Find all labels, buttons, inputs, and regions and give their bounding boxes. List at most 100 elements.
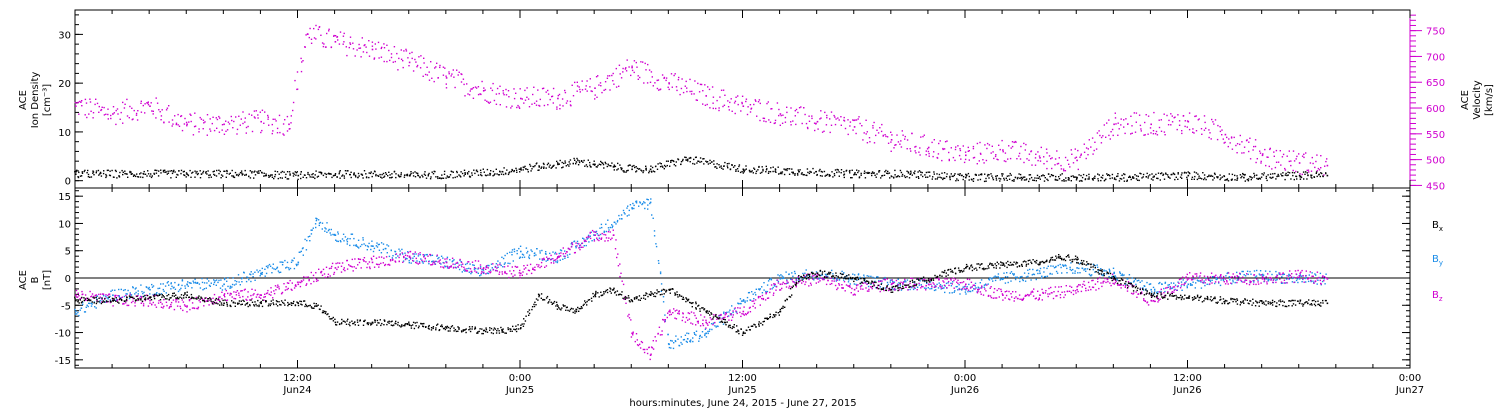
density-series-point bbox=[519, 171, 521, 173]
velocity-series-point bbox=[276, 132, 279, 134]
density-series-point bbox=[475, 169, 478, 171]
velocity-series-point bbox=[528, 106, 531, 108]
by-series-point bbox=[962, 286, 964, 288]
bz-series-point bbox=[682, 313, 684, 315]
by-series-point bbox=[1254, 276, 1257, 278]
density-series-point bbox=[1138, 179, 1140, 182]
velocity-series-point bbox=[180, 115, 183, 117]
by-series-point bbox=[1200, 287, 1203, 289]
by-series-point bbox=[440, 255, 443, 257]
density-series-point bbox=[169, 170, 171, 172]
velocity-series-point bbox=[1087, 154, 1089, 156]
by-series-point bbox=[813, 279, 815, 281]
by-series-point bbox=[1317, 279, 1319, 281]
density-series-point bbox=[607, 163, 609, 165]
density-series-point bbox=[185, 172, 188, 174]
by-series-point bbox=[631, 208, 633, 210]
density-series-point bbox=[471, 172, 473, 174]
density-series-point bbox=[762, 170, 764, 172]
velocity-series-point bbox=[993, 157, 995, 160]
density-series-point bbox=[995, 177, 997, 179]
by-series-point bbox=[1177, 285, 1179, 287]
velocity-series-point bbox=[140, 100, 142, 102]
by-series-point bbox=[292, 260, 294, 262]
by-series-point bbox=[1149, 283, 1152, 285]
by-series-point bbox=[891, 287, 893, 289]
density-series-point bbox=[645, 167, 647, 169]
velocity-series-point bbox=[885, 135, 887, 138]
density-series-point bbox=[883, 174, 886, 176]
density-series-point bbox=[765, 171, 767, 173]
velocity-series-point bbox=[415, 61, 417, 63]
by-series-point bbox=[934, 285, 936, 287]
by-series-point bbox=[991, 278, 993, 280]
density-series-point bbox=[602, 163, 605, 166]
by-series-point bbox=[289, 267, 292, 270]
velocity-series-point bbox=[986, 147, 988, 150]
density-series-point bbox=[332, 175, 335, 177]
density-series-point bbox=[254, 170, 256, 172]
velocity-series-point bbox=[833, 114, 835, 117]
by-series-point bbox=[135, 287, 137, 289]
by-series-point bbox=[473, 268, 476, 270]
velocity-series-point bbox=[183, 123, 186, 125]
density-series-point bbox=[626, 170, 628, 172]
by-series-point bbox=[1130, 282, 1132, 284]
density-series-point bbox=[1145, 176, 1148, 178]
density-series-point bbox=[635, 170, 638, 172]
by-series-point bbox=[889, 279, 892, 281]
density-series-point bbox=[1191, 178, 1193, 180]
density-series-point bbox=[665, 160, 668, 162]
by-series-point bbox=[376, 246, 379, 248]
by-series-point bbox=[740, 300, 743, 302]
by-series-point bbox=[227, 277, 229, 279]
velocity-series-point bbox=[89, 101, 92, 103]
density-series-point bbox=[1321, 172, 1323, 175]
bz-series-point bbox=[819, 280, 821, 282]
bz-series-point bbox=[193, 307, 195, 309]
density-series-point bbox=[706, 161, 709, 163]
density-series-point bbox=[1226, 179, 1228, 181]
density-series-point bbox=[295, 172, 298, 174]
density-series-point bbox=[1269, 176, 1271, 179]
velocity-series-point bbox=[326, 32, 328, 35]
density-series-point bbox=[454, 176, 456, 179]
by-series-point bbox=[912, 288, 915, 291]
velocity-series-point bbox=[112, 113, 114, 115]
velocity-series-point bbox=[479, 93, 481, 95]
density-series-point bbox=[1082, 173, 1085, 176]
velocity-series-point bbox=[1145, 114, 1147, 116]
bottom-tick-label: -5 bbox=[61, 301, 71, 312]
velocity-series-point bbox=[1221, 134, 1223, 136]
velocity-series-point bbox=[320, 34, 322, 36]
density-series-point bbox=[656, 168, 659, 170]
velocity-series-point bbox=[1170, 124, 1172, 126]
bz-series-point bbox=[307, 276, 309, 278]
bz-series-point bbox=[75, 289, 78, 292]
density-series-point bbox=[400, 172, 402, 174]
velocity-series-point bbox=[1016, 158, 1018, 160]
density-series-point bbox=[774, 168, 777, 170]
velocity-series-point bbox=[618, 64, 621, 66]
by-series-point bbox=[1319, 276, 1321, 279]
density-series-point bbox=[1120, 178, 1123, 180]
velocity-series-point bbox=[163, 121, 165, 123]
bz-series-point bbox=[834, 284, 837, 287]
bz-series-point bbox=[376, 263, 379, 266]
density-series-point bbox=[1003, 179, 1006, 181]
velocity-series-point bbox=[954, 159, 956, 162]
velocity-series-point bbox=[1150, 132, 1152, 134]
bz-series-point bbox=[552, 258, 554, 260]
top-right-tick-label: 650 bbox=[1426, 78, 1445, 89]
bz-series-point bbox=[827, 279, 829, 282]
by-series-point bbox=[748, 291, 751, 294]
velocity-series-point bbox=[915, 152, 917, 154]
density-series-point bbox=[1210, 175, 1212, 177]
velocity-series-point bbox=[315, 38, 317, 40]
by-series-point bbox=[281, 261, 283, 263]
velocity-series-point bbox=[85, 102, 88, 104]
density-series-point bbox=[1318, 173, 1320, 175]
by-series-point bbox=[167, 281, 169, 283]
by-series-point bbox=[941, 285, 943, 287]
velocity-series-point bbox=[454, 86, 456, 89]
